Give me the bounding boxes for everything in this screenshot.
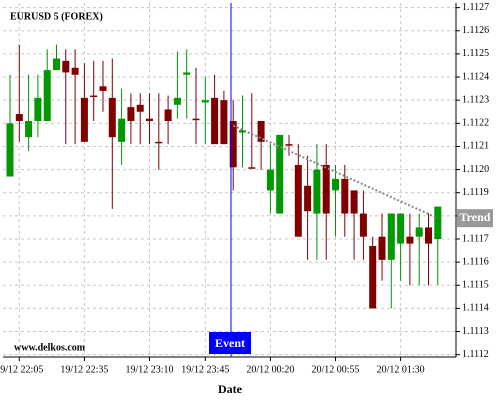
candle-body: [80, 97, 88, 142]
x-tick-label: 19/12 23:45: [181, 364, 229, 375]
candle-body: [108, 97, 116, 138]
candle-body: [201, 100, 209, 103]
candle-body: [211, 97, 219, 145]
candle-body: [285, 144, 293, 146]
candle-body: [425, 227, 432, 244]
candle-body: [322, 164, 330, 214]
x-tick-label: 19/12 22:05: [0, 364, 43, 375]
candle-body: [192, 118, 200, 121]
candle-body: [53, 58, 60, 71]
candle-body: [313, 169, 321, 214]
candle-body: [341, 178, 349, 214]
y-tick-label: 1.1124: [462, 71, 489, 82]
y-tick-label: 1.1120: [462, 164, 489, 175]
candle-body: [71, 67, 79, 75]
x-axis-title: Date: [218, 382, 243, 396]
y-tick-label: 1.1117: [462, 233, 489, 244]
candle-body: [397, 213, 405, 244]
y-tick-label: 1.1123: [462, 94, 489, 105]
candle-body: [127, 107, 135, 121]
candle-body: [434, 206, 442, 239]
candle-body: [118, 118, 126, 142]
candle-body: [25, 121, 33, 138]
event-label: Event: [215, 336, 245, 350]
y-tick-label: 1.1113: [462, 326, 489, 337]
candle-body: [43, 70, 51, 121]
candle-body: [15, 114, 23, 121]
x-tick-label: 19/12 23:10: [125, 364, 173, 375]
y-tick-label: 1.1119: [462, 187, 489, 198]
y-tick-label: 1.1125: [462, 48, 489, 59]
y-tick-label: 1.1115: [462, 280, 489, 291]
candle-body: [294, 164, 302, 237]
trend-label: Trend: [460, 210, 491, 224]
candle-body: [155, 141, 163, 144]
y-tick-label: 1.1121: [462, 141, 489, 152]
trend-label-box: [457, 209, 493, 228]
y-tick-label: 1.1122: [462, 118, 489, 129]
candle-body: [350, 190, 358, 214]
candle-body: [248, 167, 256, 169]
x-tick-label: 19/12 22:35: [60, 364, 108, 375]
y-tick-label: 1.1126: [462, 25, 489, 36]
y-tick-label: 1.1112: [462, 349, 489, 360]
chart-title: EURUSD 5 (FOREX): [10, 11, 103, 22]
x-tick-label: 20/12 00:55: [311, 364, 359, 375]
candle-body: [146, 118, 153, 121]
candle-body: [99, 86, 107, 91]
candle-body: [415, 227, 423, 237]
y-tick-label: 1.1116: [462, 256, 489, 267]
candle-body: [276, 134, 284, 214]
event-label-box: [209, 332, 251, 354]
candle-body: [173, 97, 181, 105]
candle-body: [304, 185, 312, 212]
candle-body: [220, 100, 228, 145]
candle-body: [257, 121, 265, 142]
candle-body: [229, 121, 237, 168]
candle-body: [406, 236, 414, 244]
candle-body: [378, 236, 386, 260]
candle-body: [164, 109, 172, 121]
candle-body: [34, 97, 42, 121]
candle-body: [62, 60, 70, 73]
candle-body: [369, 245, 377, 309]
y-tick-label: 1.1127: [462, 2, 489, 13]
trend-line: [232, 124, 439, 220]
watermark: www.delkos.com: [14, 342, 86, 353]
candle-body: [90, 95, 98, 98]
y-tick-label: 1.1114: [462, 303, 489, 314]
x-tick-label: 20/12 01:30: [377, 364, 425, 375]
candle-body: [239, 130, 246, 133]
candle-body: [387, 213, 395, 260]
x-tick-label: 20/12 00:20: [246, 364, 294, 375]
candle-body: [6, 123, 14, 177]
candle-body: [183, 72, 191, 75]
candle-body: [266, 169, 274, 191]
candle-body: [332, 178, 339, 191]
candle-body: [359, 213, 367, 237]
candle-body: [136, 104, 144, 112]
